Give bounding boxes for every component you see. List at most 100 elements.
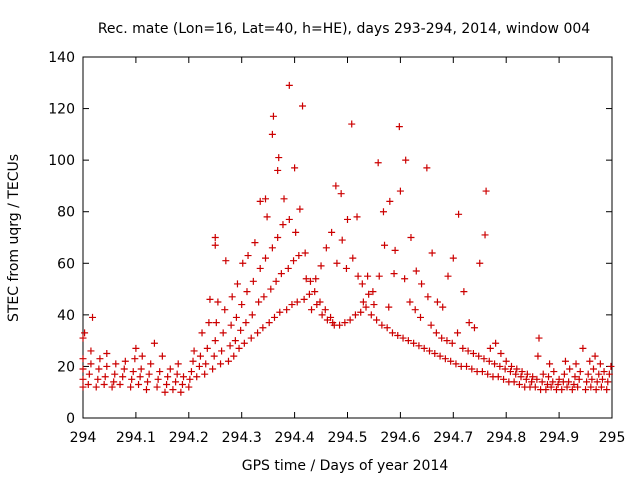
data-point <box>543 380 551 388</box>
data-point <box>136 373 144 381</box>
data-point <box>538 378 546 386</box>
data-point <box>604 378 612 386</box>
data-point <box>247 334 255 342</box>
data-point <box>565 378 573 386</box>
data-point <box>272 277 280 285</box>
x-tick-label: 294.5 <box>327 430 367 446</box>
data-point <box>172 378 180 386</box>
data-point <box>135 380 143 388</box>
x-tick-label: 294.9 <box>539 430 579 446</box>
data-point <box>235 344 243 352</box>
data-point <box>515 380 523 388</box>
data-point <box>317 262 325 270</box>
data-point <box>607 362 615 370</box>
data-point <box>517 373 525 381</box>
data-point <box>358 280 366 288</box>
data-point <box>305 290 313 298</box>
data-point <box>563 383 571 391</box>
data-point <box>263 213 271 221</box>
data-point <box>195 362 203 370</box>
data-points <box>79 81 615 396</box>
data-point <box>348 120 356 128</box>
data-point <box>369 288 377 296</box>
data-point <box>583 378 591 386</box>
data-point <box>116 380 124 388</box>
data-point <box>101 373 109 381</box>
data-point <box>575 375 583 383</box>
data-point <box>260 293 268 301</box>
data-point <box>268 244 276 252</box>
data-point <box>270 313 278 321</box>
y-tick-label: 120 <box>48 102 75 118</box>
data-point <box>436 352 444 360</box>
data-point <box>112 360 120 368</box>
data-point <box>193 373 201 381</box>
data-point <box>370 301 378 309</box>
data-point <box>256 264 264 272</box>
data-point <box>444 272 452 280</box>
data-point <box>439 303 447 311</box>
data-point <box>570 380 578 388</box>
data-point <box>415 342 423 350</box>
data-point <box>539 370 547 378</box>
y-tick-label: 20 <box>57 359 75 375</box>
data-point <box>336 321 344 329</box>
data-point <box>318 311 326 319</box>
data-point <box>558 386 566 394</box>
data-point <box>173 370 181 378</box>
data-point <box>470 324 478 332</box>
data-point <box>367 311 375 319</box>
data-point <box>568 386 576 394</box>
data-point <box>492 339 500 347</box>
data-point <box>454 329 462 337</box>
y-axis-label: STEC from uqrg / TECUs <box>6 154 22 322</box>
data-point <box>478 368 486 376</box>
data-point <box>189 357 197 365</box>
data-point <box>566 365 574 373</box>
data-point <box>142 386 150 394</box>
data-point <box>217 360 225 368</box>
data-point <box>161 388 169 396</box>
data-point <box>299 102 307 110</box>
data-point <box>554 380 562 388</box>
data-point <box>222 257 230 265</box>
data-point <box>598 375 606 383</box>
data-point <box>174 360 182 368</box>
data-point <box>244 252 252 260</box>
data-point <box>443 337 451 345</box>
data-point <box>169 386 177 394</box>
data-point <box>285 81 293 89</box>
data-point <box>163 380 171 388</box>
data-point <box>129 368 137 376</box>
data-point <box>202 360 210 368</box>
data-point <box>406 298 414 306</box>
data-point <box>274 234 282 241</box>
data-point <box>256 197 264 205</box>
x-tick-label: 294.7 <box>433 430 473 446</box>
data-point <box>132 344 140 352</box>
x-axis-ticks: 294 294.1 294.2 294.3 294.4 294.5 294.6 294.7 29… <box>70 57 625 446</box>
data-point <box>381 241 389 249</box>
data-point <box>291 164 299 172</box>
data-point <box>328 228 336 236</box>
data-point <box>600 368 608 376</box>
data-point <box>211 234 219 241</box>
data-point <box>224 357 232 365</box>
data-point <box>388 329 396 337</box>
chart-title: Rec. mate (Lon=16, Lat=40, h=HE), days 2… <box>98 21 590 37</box>
data-point <box>523 370 531 378</box>
data-point <box>349 254 357 262</box>
data-point <box>85 370 93 378</box>
data-point <box>177 388 185 396</box>
data-point <box>522 375 530 383</box>
data-point <box>535 334 543 342</box>
y-axis-ticks: 0 20 40 60 80 100 120 140 <box>48 50 612 427</box>
data-point <box>205 319 213 327</box>
data-point <box>127 383 135 391</box>
data-point <box>605 370 613 378</box>
data-point <box>333 259 341 267</box>
data-point <box>96 355 104 363</box>
data-point <box>290 257 298 265</box>
data-point <box>603 386 611 394</box>
data-point <box>147 360 155 368</box>
